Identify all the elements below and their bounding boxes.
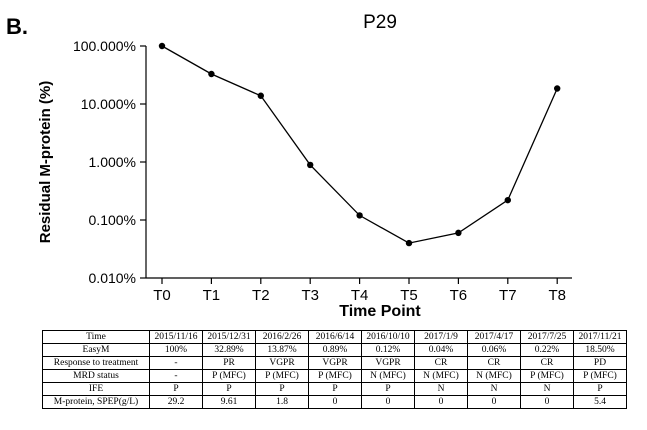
data-point: [307, 161, 314, 169]
table-cell: 2016/10/10: [361, 330, 415, 344]
table-cell: PD: [573, 356, 627, 370]
table-cell: 0.12%: [361, 343, 415, 357]
table-cell: P (MFC): [255, 369, 309, 383]
table-cell: CR: [520, 356, 574, 370]
y-tick-label: 1.000%: [89, 154, 136, 170]
table-cell: 0.22%: [520, 343, 574, 357]
table-cell: 29.2: [149, 395, 203, 409]
row-label: Response to treatment: [42, 356, 150, 370]
table-cell: 2015/11/16: [149, 330, 203, 344]
y-tick-label: 0.010%: [89, 270, 136, 286]
table-cell: VGPR: [361, 356, 415, 370]
y-ticks: 0.010% 0.100% 1.000% 10.000% 100.000%: [73, 38, 146, 286]
table-row: MRD status - P (MFC) P (MFC) P (MFC) N (MFC) N…: [42, 369, 627, 383]
y-tick-label: 100.000%: [73, 38, 136, 54]
table-cell: -: [149, 356, 203, 370]
row-label: M-protein, SPEP(g/L): [42, 395, 150, 409]
data-point: [356, 212, 363, 219]
table-cell: 2017/7/25: [520, 330, 574, 344]
row-label: Time: [42, 330, 150, 344]
data-point: [405, 239, 413, 247]
table-cell: P (MFC): [202, 369, 256, 383]
table-cell: PR: [202, 356, 256, 370]
table-cell: 100%: [149, 343, 203, 357]
table-cell: CR: [467, 356, 521, 370]
table-cell: -: [149, 369, 203, 383]
table-cell: 1.8: [255, 395, 309, 409]
table-cell: 0: [414, 395, 468, 409]
table-cell: 18.50%: [573, 343, 627, 357]
table-cell: 2017/1/9: [414, 330, 468, 344]
data-point: [455, 229, 462, 237]
line-chart: P29 0.010% 0.100% 1.000% 10.000% 100.000% T0…: [37, 12, 572, 320]
table-cell: P (MFC): [520, 369, 574, 383]
table-cell: N (MFC): [414, 369, 468, 383]
table-cell: 2016/2/26: [255, 330, 309, 344]
table-cell: P (MFC): [573, 369, 627, 383]
table-cell: N: [520, 382, 574, 396]
table-cell: N: [467, 382, 521, 396]
table-cell: 0: [467, 395, 521, 409]
table-cell: CR: [414, 356, 468, 370]
table-cell: 2016/6/14: [308, 330, 362, 344]
x-tick-label: T6: [450, 287, 468, 304]
table-cell: P: [255, 382, 309, 396]
table-cell: P (MFC): [308, 369, 362, 383]
y-tick-label: 0.100%: [89, 212, 136, 228]
x-tick-label: T3: [301, 287, 319, 304]
x-axis-label: Time Point: [339, 303, 421, 320]
data-point: [158, 42, 166, 50]
table-cell: VGPR: [308, 356, 362, 370]
table-row: EasyM 100% 32.89% 13.87% 0.89% 0.12% 0.04% 0.06…: [42, 343, 627, 357]
table-row: Response to treatment - PR VGPR VGPR VGPR CR CR…: [42, 356, 627, 370]
x-tick-label: T0: [153, 287, 171, 304]
data-point: [257, 92, 264, 99]
table-cell: N (MFC): [361, 369, 415, 383]
table-cell: 0: [361, 395, 415, 409]
table-cell: 5.4: [573, 395, 627, 409]
row-label: EasyM: [42, 343, 150, 357]
table-cell: 0: [520, 395, 574, 409]
summary-table: Time 2015/11/16 2015/12/31 2016/2/26 2016/6/…: [42, 330, 627, 409]
x-tick-label: T7: [499, 287, 517, 304]
y-axis-label: Residual M-protein (%): [37, 81, 54, 244]
table-cell: 2017/4/17: [467, 330, 521, 344]
table-cell: VGPR: [255, 356, 309, 370]
data-point: [554, 85, 561, 92]
data-point: [208, 70, 215, 78]
table-cell: 2017/11/21: [573, 330, 627, 344]
data-point: [504, 196, 511, 204]
table-cell: N: [414, 382, 468, 396]
table-cell: 0.06%: [467, 343, 521, 357]
table-row: Time 2015/11/16 2015/12/31 2016/2/26 2016/6/…: [42, 330, 627, 344]
chart-title: P29: [363, 12, 397, 33]
y-tick-label: 10.000%: [81, 96, 136, 112]
x-tick-label: T1: [203, 287, 221, 304]
x-tick-label: T8: [548, 287, 566, 304]
table-cell: 0: [308, 395, 362, 409]
data-points: [158, 42, 561, 247]
table-cell: 0.89%: [308, 343, 362, 357]
x-tick-label: T4: [351, 287, 369, 304]
row-label: MRD status: [42, 369, 150, 383]
table-cell: P: [308, 382, 362, 396]
table-cell: 2015/12/31: [202, 330, 256, 344]
table-cell: P: [361, 382, 415, 396]
table-cell: P: [149, 382, 203, 396]
table-cell: N (MFC): [467, 369, 521, 383]
table-cell: 32.89%: [202, 343, 256, 357]
row-label: IFE: [42, 382, 150, 396]
x-tick-label: T2: [252, 287, 270, 304]
x-tick-label: T5: [400, 287, 418, 304]
table-cell: P: [573, 382, 627, 396]
table-cell: P: [202, 382, 256, 396]
table-row: IFE P P P P P N N N P: [42, 382, 627, 396]
table-cell: 0.04%: [414, 343, 468, 357]
panel-label: B.: [6, 14, 28, 39]
x-ticks: T0 T1 T2 T3 T4 T5 T6 T7 T8: [153, 278, 566, 304]
table-cell: 13.87%: [255, 343, 309, 357]
table-row: M-protein, SPEP(g/L) 29.2 9.61 1.8 0 0 0 0 0 5.4: [42, 395, 627, 409]
table-cell: 9.61: [202, 395, 256, 409]
